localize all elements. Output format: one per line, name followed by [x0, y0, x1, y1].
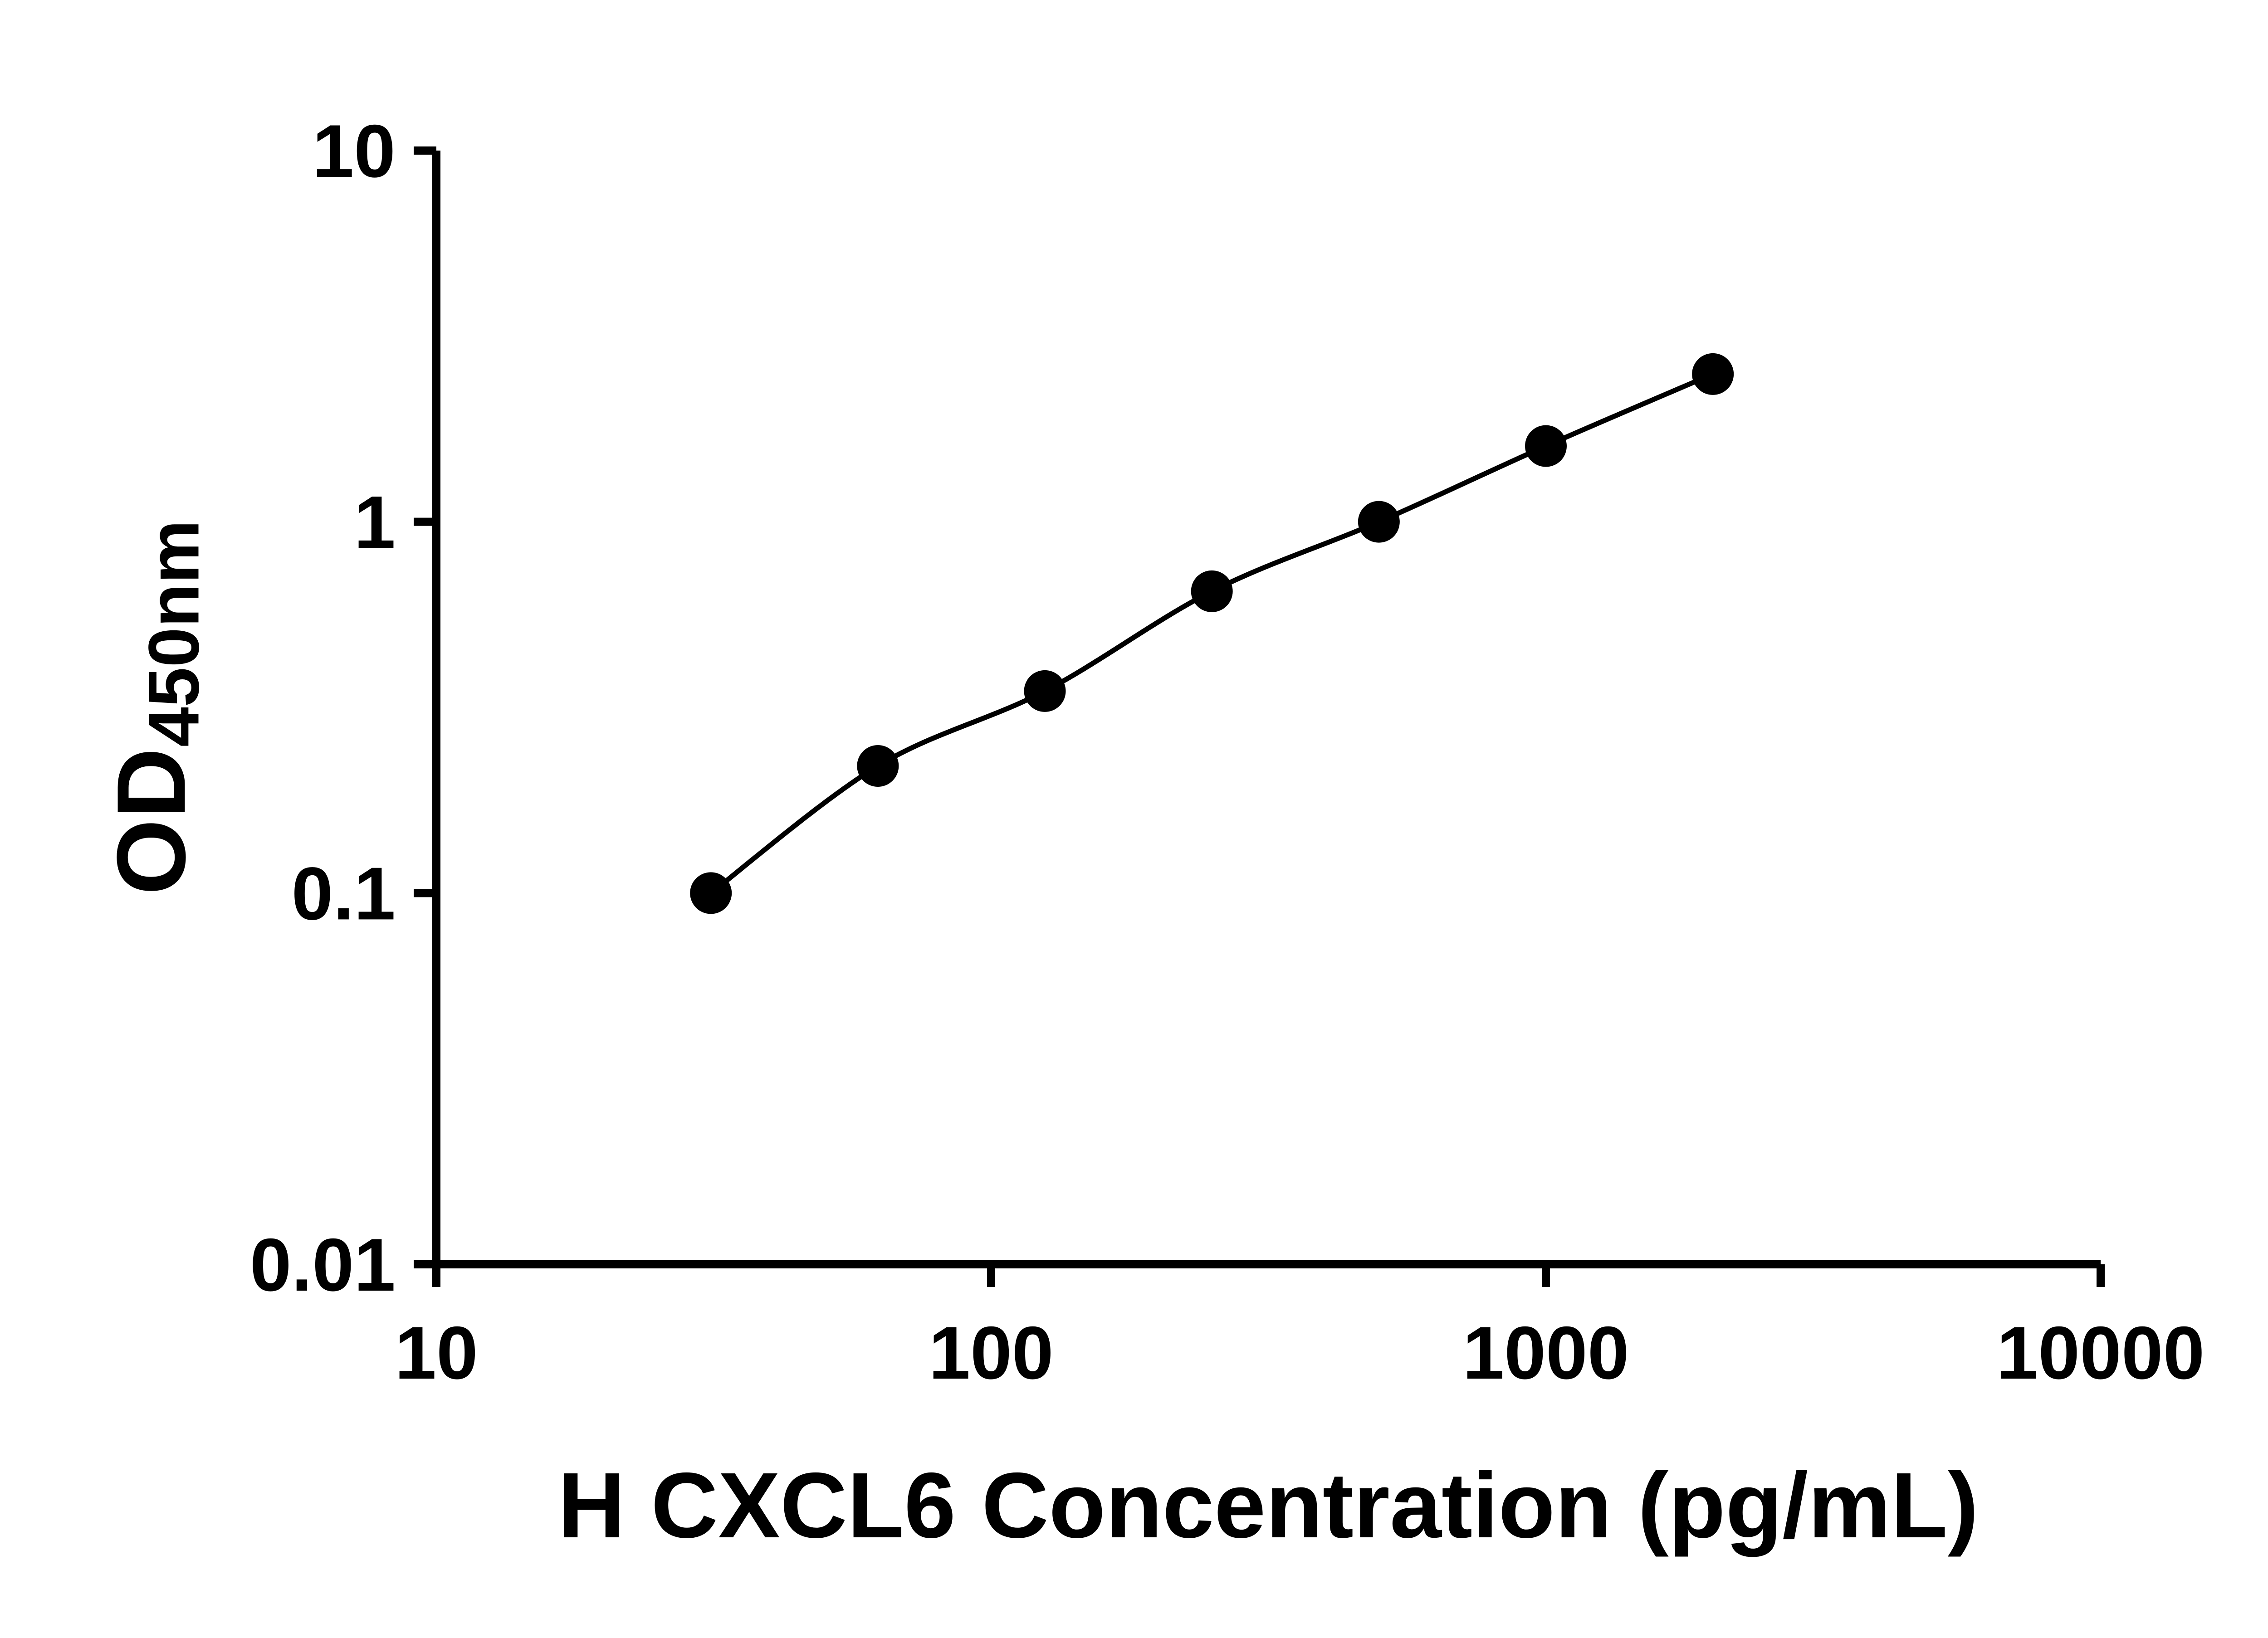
data-point-marker — [857, 745, 899, 787]
y-axis-tick-label: 0.01 — [250, 1223, 396, 1306]
y-axis-tick-label: 10 — [312, 109, 396, 193]
data-point-marker — [1024, 670, 1066, 712]
data-point-marker — [1191, 570, 1233, 612]
data-point-marker — [690, 872, 732, 914]
data-point-marker — [1525, 425, 1567, 467]
x-axis-tick-label: 10 — [395, 1311, 478, 1394]
x-axis-title: H CXCL6 Concentration (pg/mL) — [558, 1453, 1979, 1557]
y-axis-title: OD450nm — [95, 520, 215, 895]
data-point-marker — [1692, 353, 1734, 395]
x-axis-tick-label: 10000 — [1997, 1311, 2205, 1394]
axes-frame — [432, 151, 2101, 1268]
y-axis-title-subscript: 450nm — [134, 520, 214, 747]
x-axis-tick-label: 1000 — [1462, 1311, 1629, 1394]
x-axis-tick-label: 100 — [929, 1311, 1053, 1394]
y-axis-title-main: OD — [96, 747, 206, 895]
y-axis-tick-label: 1 — [354, 481, 396, 564]
y-axis-tick-label: 0.1 — [292, 852, 396, 935]
data-point-marker — [1358, 501, 1400, 543]
